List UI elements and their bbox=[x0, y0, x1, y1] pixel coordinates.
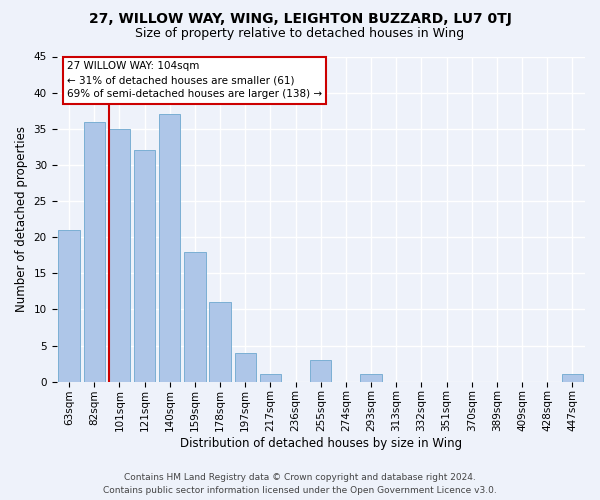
Text: 27, WILLOW WAY, WING, LEIGHTON BUZZARD, LU7 0TJ: 27, WILLOW WAY, WING, LEIGHTON BUZZARD, … bbox=[89, 12, 511, 26]
Bar bbox=[361, 374, 382, 382]
Bar bbox=[83, 122, 105, 382]
Y-axis label: Number of detached properties: Number of detached properties bbox=[15, 126, 28, 312]
Bar bbox=[260, 374, 281, 382]
Bar bbox=[109, 129, 130, 382]
Bar bbox=[562, 374, 583, 382]
Text: 27 WILLOW WAY: 104sqm
← 31% of detached houses are smaller (61)
69% of semi-deta: 27 WILLOW WAY: 104sqm ← 31% of detached … bbox=[67, 62, 322, 100]
Bar bbox=[235, 353, 256, 382]
Bar bbox=[310, 360, 331, 382]
Bar bbox=[159, 114, 181, 382]
Bar bbox=[134, 150, 155, 382]
X-axis label: Distribution of detached houses by size in Wing: Distribution of detached houses by size … bbox=[180, 437, 462, 450]
Text: Size of property relative to detached houses in Wing: Size of property relative to detached ho… bbox=[136, 28, 464, 40]
Bar bbox=[58, 230, 80, 382]
Text: Contains HM Land Registry data © Crown copyright and database right 2024.
Contai: Contains HM Land Registry data © Crown c… bbox=[103, 474, 497, 495]
Bar bbox=[209, 302, 231, 382]
Bar bbox=[184, 252, 206, 382]
